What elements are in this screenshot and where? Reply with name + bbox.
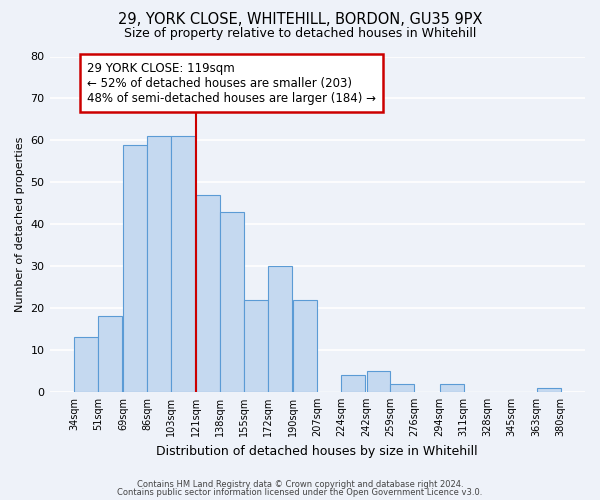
- Text: 29 YORK CLOSE: 119sqm
← 52% of detached houses are smaller (203)
48% of semi-det: 29 YORK CLOSE: 119sqm ← 52% of detached …: [87, 62, 376, 104]
- Bar: [293, 300, 317, 392]
- Bar: [341, 375, 365, 392]
- Bar: [244, 300, 268, 392]
- Text: Contains HM Land Registry data © Crown copyright and database right 2024.: Contains HM Land Registry data © Crown c…: [137, 480, 463, 489]
- Bar: [268, 266, 292, 392]
- Bar: [74, 338, 98, 392]
- Bar: [123, 144, 147, 392]
- X-axis label: Distribution of detached houses by size in Whitehill: Distribution of detached houses by size …: [157, 444, 478, 458]
- Text: Size of property relative to detached houses in Whitehill: Size of property relative to detached ho…: [124, 28, 476, 40]
- Text: Contains public sector information licensed under the Open Government Licence v3: Contains public sector information licen…: [118, 488, 482, 497]
- Bar: [537, 388, 560, 392]
- Y-axis label: Number of detached properties: Number of detached properties: [15, 136, 25, 312]
- Text: 29, YORK CLOSE, WHITEHILL, BORDON, GU35 9PX: 29, YORK CLOSE, WHITEHILL, BORDON, GU35 …: [118, 12, 482, 28]
- Bar: [367, 371, 391, 392]
- Bar: [98, 316, 122, 392]
- Bar: [196, 195, 220, 392]
- Bar: [147, 136, 171, 392]
- Bar: [440, 384, 464, 392]
- Bar: [391, 384, 415, 392]
- Bar: [171, 136, 195, 392]
- Bar: [220, 212, 244, 392]
